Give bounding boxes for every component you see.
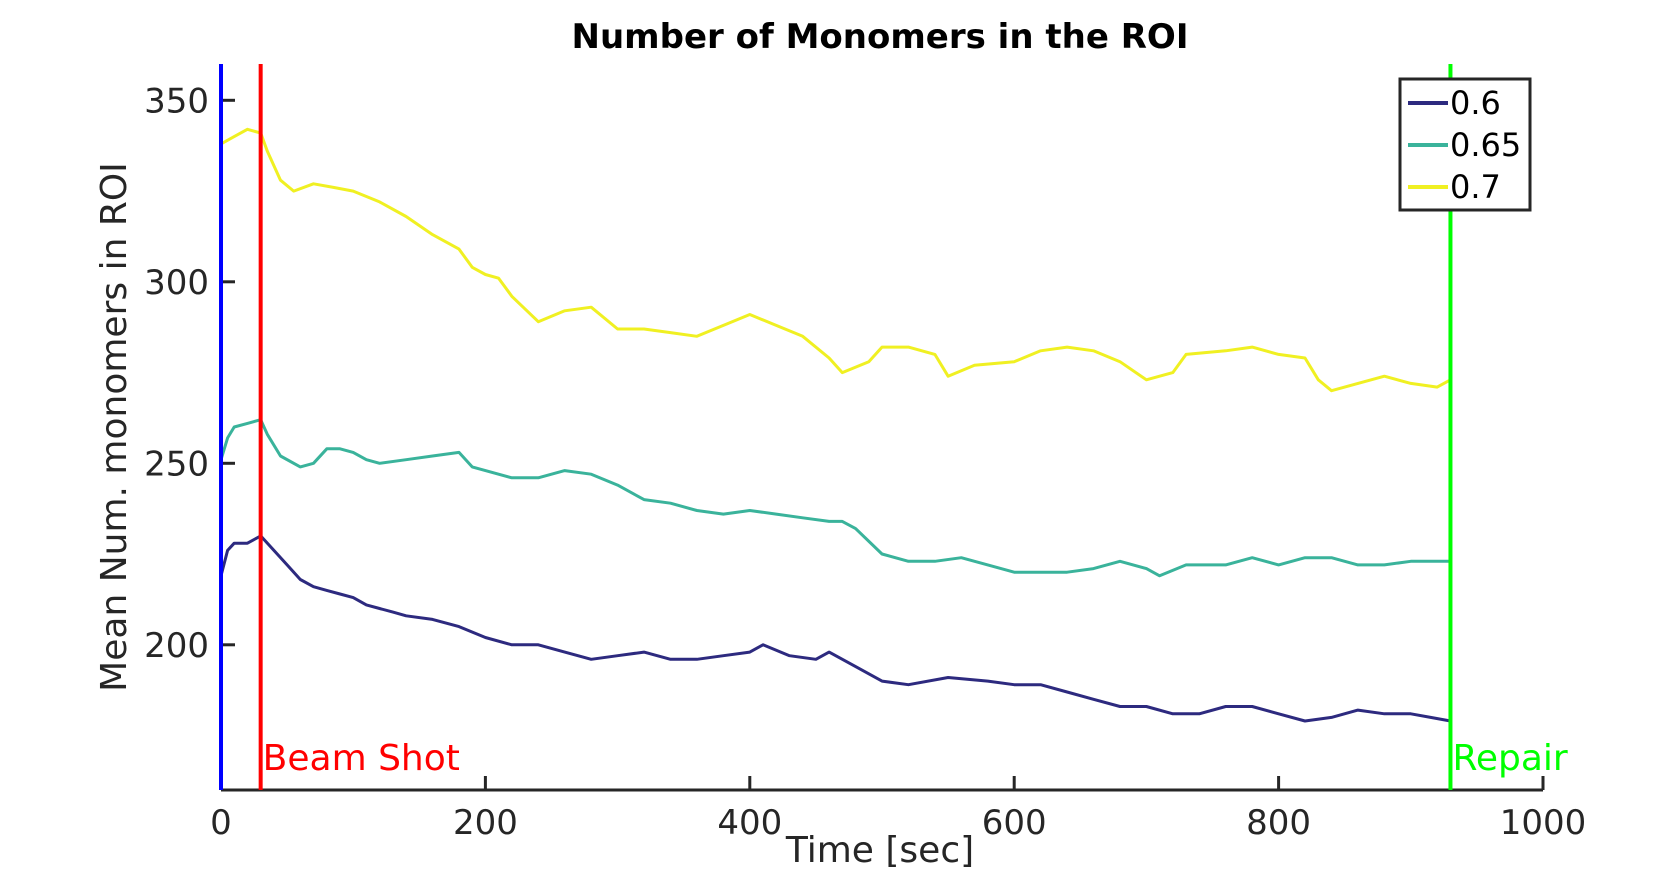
event-label: Repair bbox=[1452, 738, 1567, 779]
legend: 0.6 0.65 0.7 bbox=[1398, 77, 1532, 212]
y-axis-label: Mean Num. monomers in ROI bbox=[94, 162, 135, 692]
y-tick-label: 250 bbox=[144, 444, 209, 484]
legend-label: 0.7 bbox=[1450, 168, 1501, 206]
event-label: Beam Shot bbox=[263, 738, 460, 779]
x-tick-label: 200 bbox=[453, 803, 518, 843]
y-tick-label: 300 bbox=[144, 263, 209, 303]
x-tick-label: 1000 bbox=[1500, 803, 1587, 843]
series-line-0.7 bbox=[220, 127, 1452, 393]
series-line-0.6 bbox=[219, 534, 1451, 723]
series-lines bbox=[219, 127, 1452, 723]
legend-label: 0.65 bbox=[1450, 126, 1521, 164]
x-axis-label: Time [sec] bbox=[785, 830, 974, 871]
x-tick-label: 0 bbox=[210, 803, 232, 843]
axes: 0 200 400 600 800 1000 200 250 300 350 bbox=[144, 64, 1586, 843]
y-tick-label: 200 bbox=[144, 626, 209, 666]
legend-label: 0.6 bbox=[1450, 84, 1501, 122]
x-tick-label: 400 bbox=[717, 803, 782, 843]
chart-title: Number of Monomers in the ROI bbox=[572, 17, 1189, 57]
x-tick-label: 800 bbox=[1246, 803, 1311, 843]
series-line-0.65 bbox=[219, 418, 1451, 578]
y-tick-label: 350 bbox=[144, 81, 209, 121]
event-lines: Beam Shot Repair bbox=[219, 64, 1568, 790]
x-tick-label: 600 bbox=[982, 803, 1047, 843]
